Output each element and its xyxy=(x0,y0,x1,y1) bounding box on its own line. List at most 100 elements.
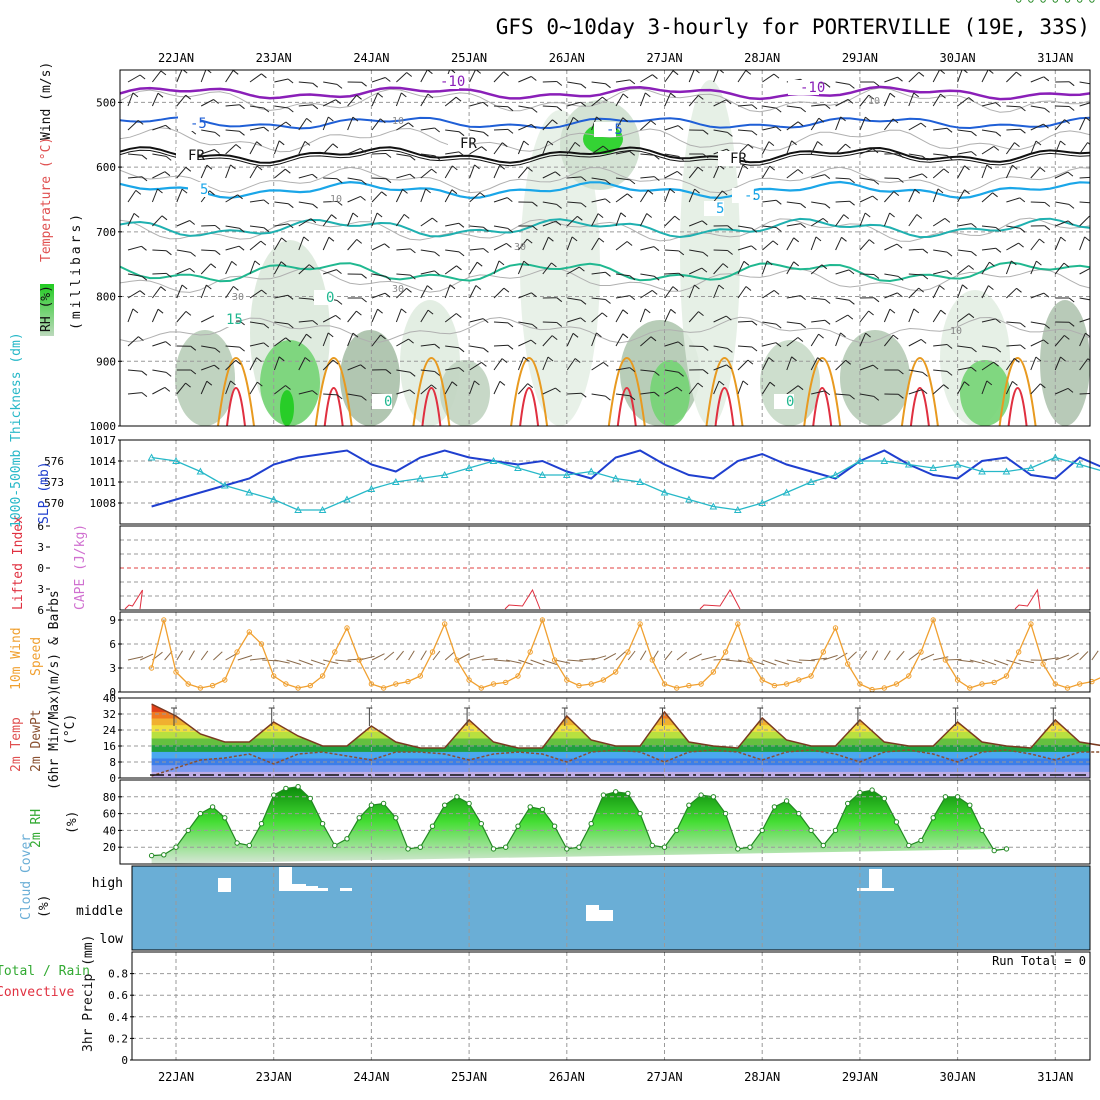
wind-barb-flag xyxy=(165,124,171,130)
wind-barb xyxy=(323,81,338,85)
thickness-marker xyxy=(514,463,522,471)
wind-barb-flag xyxy=(1068,297,1075,303)
wind-barb-flag xyxy=(995,318,1001,324)
contour-label-bg xyxy=(704,201,724,216)
wind-barb xyxy=(274,121,287,131)
wind-barb xyxy=(713,263,724,275)
wind-barb-flag xyxy=(824,82,831,88)
wind-barb xyxy=(518,76,532,83)
lifted-index-spike xyxy=(699,588,741,610)
wind-barb xyxy=(420,217,433,227)
wind-barb-flag xyxy=(361,81,367,87)
wind-barb-flag xyxy=(260,240,267,246)
wind-barb-flag xyxy=(946,371,953,376)
wind-barb-flag xyxy=(254,260,261,266)
bottom-date-label: 30JAN xyxy=(940,1070,976,1084)
wind-barb-flag xyxy=(596,332,602,338)
wind-barb-flag xyxy=(1015,71,1022,77)
wind-barb-flag xyxy=(214,132,221,137)
wind-barb xyxy=(810,264,823,275)
wind-barb xyxy=(542,171,556,179)
contour-label-bg xyxy=(774,394,794,409)
wind-barb xyxy=(688,95,699,107)
wind-speed-point xyxy=(466,677,472,683)
wind-barb-flag xyxy=(824,104,831,109)
wind-barb-flag xyxy=(747,143,754,149)
wind-barb xyxy=(859,273,875,275)
wind-barb-flag xyxy=(1039,167,1046,172)
wind-barb xyxy=(225,164,231,179)
wind-barb-flag xyxy=(892,118,899,124)
wind-barb xyxy=(933,270,947,275)
wind-barb xyxy=(1030,260,1037,275)
wind-speed-point xyxy=(173,669,179,675)
wind-barb xyxy=(713,129,728,133)
bottom-date-label: 24JAN xyxy=(353,1070,389,1084)
wind-barb-flag xyxy=(773,290,780,295)
contour-label-bg xyxy=(594,122,616,137)
wind-barb xyxy=(639,308,646,323)
cloud-level-label: middle xyxy=(76,904,123,919)
wind-barb-flag xyxy=(873,274,880,279)
wind-barb xyxy=(225,129,240,132)
wind-barb xyxy=(347,94,357,107)
wind-barb-flag xyxy=(527,383,534,388)
wind-barb xyxy=(1006,197,1020,203)
rh2m-point xyxy=(954,794,961,800)
wind-barb-flag xyxy=(503,287,510,293)
wind-barb xyxy=(688,188,696,203)
wind-barb xyxy=(713,364,727,371)
barb10m xyxy=(1055,654,1070,661)
lifted-index-spike xyxy=(124,589,143,610)
wind-barb-flag xyxy=(626,193,633,199)
wind-barb xyxy=(542,140,549,155)
cloud-gap xyxy=(292,884,306,891)
thickness-marker xyxy=(367,484,376,492)
wind-barb xyxy=(127,153,142,156)
wind-barb xyxy=(786,105,801,109)
wind-barb-flag xyxy=(336,84,343,89)
barb10m xyxy=(213,651,223,661)
wind-barb-flag xyxy=(678,250,685,256)
wind-barb xyxy=(298,236,305,251)
barb10m xyxy=(457,653,470,661)
wind-barb xyxy=(469,318,484,323)
wind-speed-point xyxy=(991,679,997,686)
wind-barb-flag xyxy=(432,217,438,223)
wind-barb xyxy=(127,92,134,107)
wind-speed-point xyxy=(1064,685,1071,691)
wind-barb xyxy=(1005,142,1015,155)
wind-barb-flag xyxy=(1020,128,1026,134)
wind-barb xyxy=(420,285,428,299)
wind-barb xyxy=(884,292,898,299)
wind-speed-point xyxy=(307,682,313,689)
wind-barb xyxy=(859,177,874,181)
cloud-gap xyxy=(869,869,882,891)
wind-barb-flag xyxy=(1035,140,1042,146)
rh2m-point xyxy=(845,800,851,807)
wind-barb-flag xyxy=(1044,225,1051,231)
cloud-gap xyxy=(306,886,318,891)
wind-barb-flag xyxy=(745,70,752,75)
wind-barb-flag xyxy=(1043,339,1049,345)
upper-air-panel: -10 -10-5 -5-55500015FRFRFR10101030303010 … xyxy=(90,69,1091,433)
wind-barb-flag xyxy=(332,359,339,365)
tick-label: 1014 xyxy=(90,455,117,468)
wind-barb-flag xyxy=(773,73,780,79)
wind-barb-flag xyxy=(847,314,854,320)
barb10m xyxy=(615,651,626,661)
barb10m xyxy=(323,659,339,664)
wind-barb-flag xyxy=(751,320,758,326)
wind-barb xyxy=(688,382,699,395)
wind-barb xyxy=(786,201,801,205)
wind-barb xyxy=(1079,201,1090,204)
wind-barb xyxy=(859,364,874,371)
wind-barb-flag xyxy=(312,390,318,395)
wind-barb-flag xyxy=(742,164,749,170)
wind-barb xyxy=(469,261,478,275)
wind-barb xyxy=(591,81,606,85)
barb10m xyxy=(493,659,510,662)
